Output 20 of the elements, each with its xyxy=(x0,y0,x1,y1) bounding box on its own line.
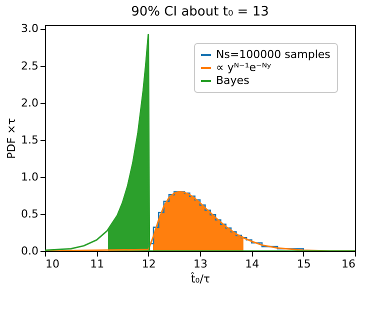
y-tick-label: 0.5 xyxy=(21,207,38,220)
legend-label: ∝ yᴺ⁻¹e⁻ᴺʸ xyxy=(216,61,272,74)
y-tick-label: 0.0 xyxy=(21,244,38,258)
y-tick-label: 1.5 xyxy=(21,133,38,146)
x-tick-label: 12 xyxy=(142,258,156,270)
x-tick-label: 16 xyxy=(342,258,356,270)
x-tick-label: 13 xyxy=(194,258,208,270)
x-axis-title: t̂₀/τ xyxy=(190,271,210,286)
y-tick-label: 1.0 xyxy=(21,170,38,184)
y-tick-label: 2.5 xyxy=(21,59,38,72)
legend-label: Bayes xyxy=(216,74,250,87)
chart-title: 90% CI about t₀ = 13 xyxy=(131,4,269,20)
y-tick-label: 3.0 xyxy=(21,22,38,36)
x-tick-label: 14 xyxy=(245,258,260,270)
y-axis-title: PDF ×τ xyxy=(5,118,18,159)
legend-label: Ns=100000 samples xyxy=(216,48,331,61)
x-tick-label: 10 xyxy=(46,258,60,270)
x-tick-label: 11 xyxy=(90,258,104,270)
y-tick-label: 2.0 xyxy=(21,96,38,110)
x-tick-label: 15 xyxy=(296,258,311,270)
